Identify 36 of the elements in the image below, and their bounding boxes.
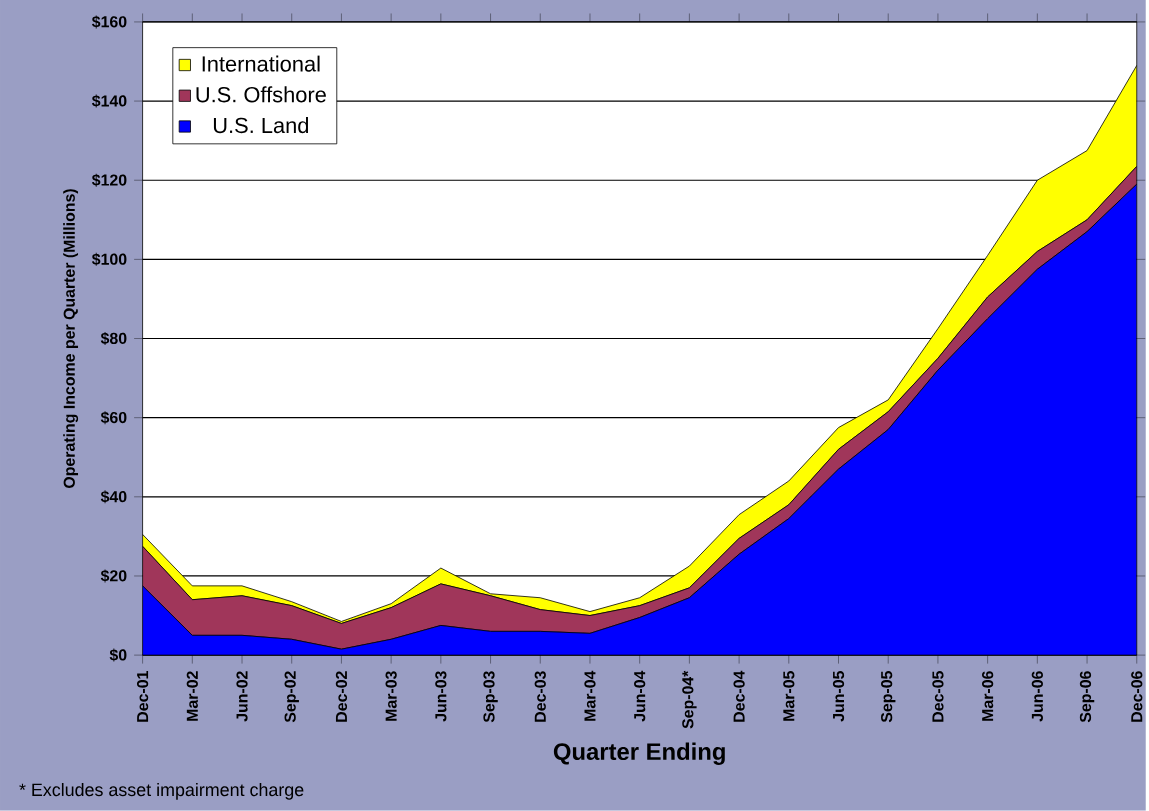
y-tick-label: $80 (100, 332, 127, 346)
x-axis-title: Quarter Ending (553, 742, 725, 766)
y-tick-label: $120 (91, 173, 127, 187)
x-tick-label: Dec-01 (136, 671, 149, 722)
x-tick-label: Sep-04* (682, 670, 697, 729)
x-tick-label: Dec-05 (932, 671, 944, 722)
x-tick-label: Mar-04 (584, 670, 596, 721)
x-tick-label: Sep-05 (881, 671, 896, 723)
x-tick-label: Dec-03 (534, 671, 546, 722)
y-axis-title: Operating Income per Quarter (Millions) (63, 189, 79, 489)
x-tick-label: Jun-03 (435, 671, 447, 722)
x-tick-label: Dec-02 (335, 671, 348, 722)
y-tick-label: $60 (100, 411, 127, 425)
y-tick-label: $100 (91, 253, 127, 267)
legend-label: U.S. Offshore (196, 86, 326, 103)
y-tick-label: $160 (91, 15, 127, 29)
x-tick-label: Jun-05 (832, 671, 845, 722)
x-tick-label: Sep-06 (1079, 671, 1095, 723)
x-tick-label: Jun-06 (1031, 671, 1043, 722)
text: * Excludes asset impairment charge (19, 783, 304, 800)
x-tick-label: Dec-04 (733, 670, 745, 722)
x-tick-label: Mar-03 (385, 671, 397, 721)
x-tick-label: Jun-02 (236, 671, 248, 722)
legend-label: International (202, 55, 320, 72)
y-tick-label: $140 (91, 94, 127, 108)
x-tick-label: Mar-06 (982, 671, 994, 721)
x-tick-label: Dec-06 (1131, 671, 1143, 722)
x-tick-label: Sep-03 (483, 671, 498, 723)
legend-label: U.S. Land (213, 117, 309, 134)
x-tick-label: Sep-02 (284, 671, 299, 723)
y-tick-label: $40 (100, 490, 127, 504)
y-tick-label: $0 (109, 648, 127, 662)
x-tick-label: Mar-02 (186, 671, 198, 721)
x-tick-label: Jun-04 (634, 670, 646, 722)
y-tick-label: $20 (100, 569, 127, 583)
x-tick-label: Mar-05 (783, 671, 795, 721)
